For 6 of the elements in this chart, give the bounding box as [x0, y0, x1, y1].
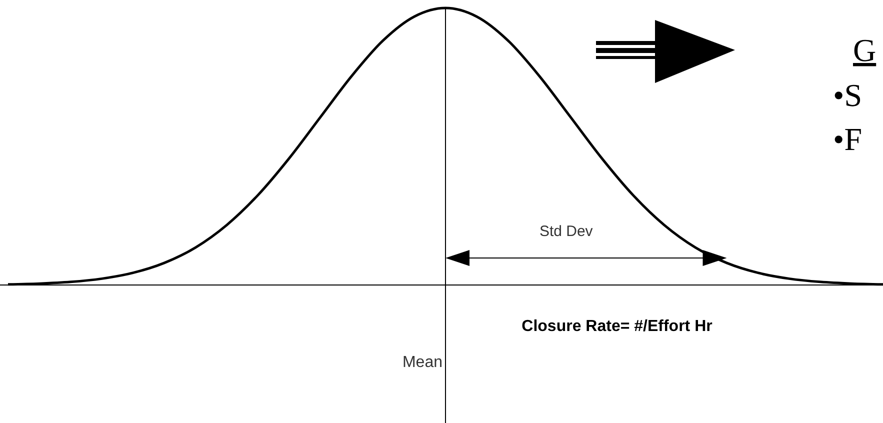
annotation: G [853, 32, 876, 68]
x-axis-title: Closure Rate= #/Effort Hr [522, 318, 712, 335]
annotation: •F [833, 121, 862, 157]
text: Mean [402, 354, 442, 371]
annotation: Std Dev [539, 223, 594, 240]
annotation: •S [833, 77, 862, 113]
